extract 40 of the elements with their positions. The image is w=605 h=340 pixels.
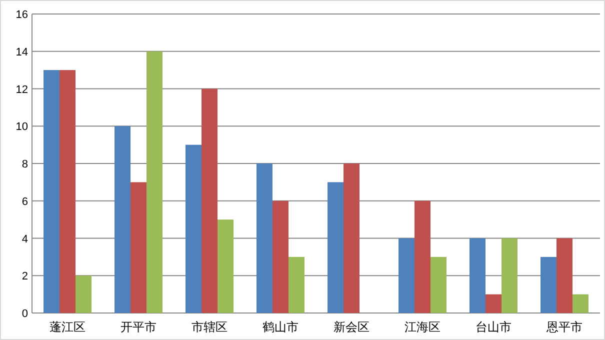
y-tick-label: 0 (22, 308, 28, 320)
y-tick-label: 6 (22, 196, 28, 208)
bar (60, 70, 76, 313)
bar (218, 220, 234, 313)
x-tick-label: 新会区 (334, 320, 370, 334)
bar (288, 256, 304, 313)
x-tick-label: 鹤山市 (262, 320, 298, 334)
bar (414, 200, 430, 313)
bar (572, 294, 588, 313)
y-tick-label: 4 (22, 233, 28, 246)
bar (344, 164, 360, 313)
x-tick-label: 开平市 (120, 320, 156, 334)
bar (76, 276, 92, 313)
y-tick-label: 10 (16, 121, 28, 134)
y-tick-label: 8 (22, 158, 28, 170)
bar (44, 70, 60, 313)
bar (328, 182, 344, 313)
bar (272, 200, 288, 313)
y-tick-label: 12 (16, 84, 28, 96)
bar (146, 51, 162, 313)
x-tick-label: 江海区 (404, 320, 440, 334)
bar (430, 256, 446, 313)
bar (540, 256, 556, 313)
bar (556, 238, 572, 313)
y-tick-label: 14 (16, 46, 28, 58)
bar (130, 182, 146, 313)
y-tick-label: 2 (22, 270, 28, 283)
x-tick-label: 蓬江区 (50, 320, 86, 334)
x-tick-label: 台山市 (476, 320, 512, 334)
bar (256, 164, 272, 313)
bar (114, 126, 130, 313)
x-tick-label: 市辖区 (192, 320, 228, 334)
y-tick-label: 16 (16, 9, 28, 21)
bar (202, 88, 218, 313)
bar (486, 294, 502, 313)
bar (470, 238, 486, 313)
bar (502, 238, 518, 313)
bar (186, 144, 202, 313)
x-tick-label: 恩平市 (546, 320, 582, 334)
bar (398, 238, 414, 313)
